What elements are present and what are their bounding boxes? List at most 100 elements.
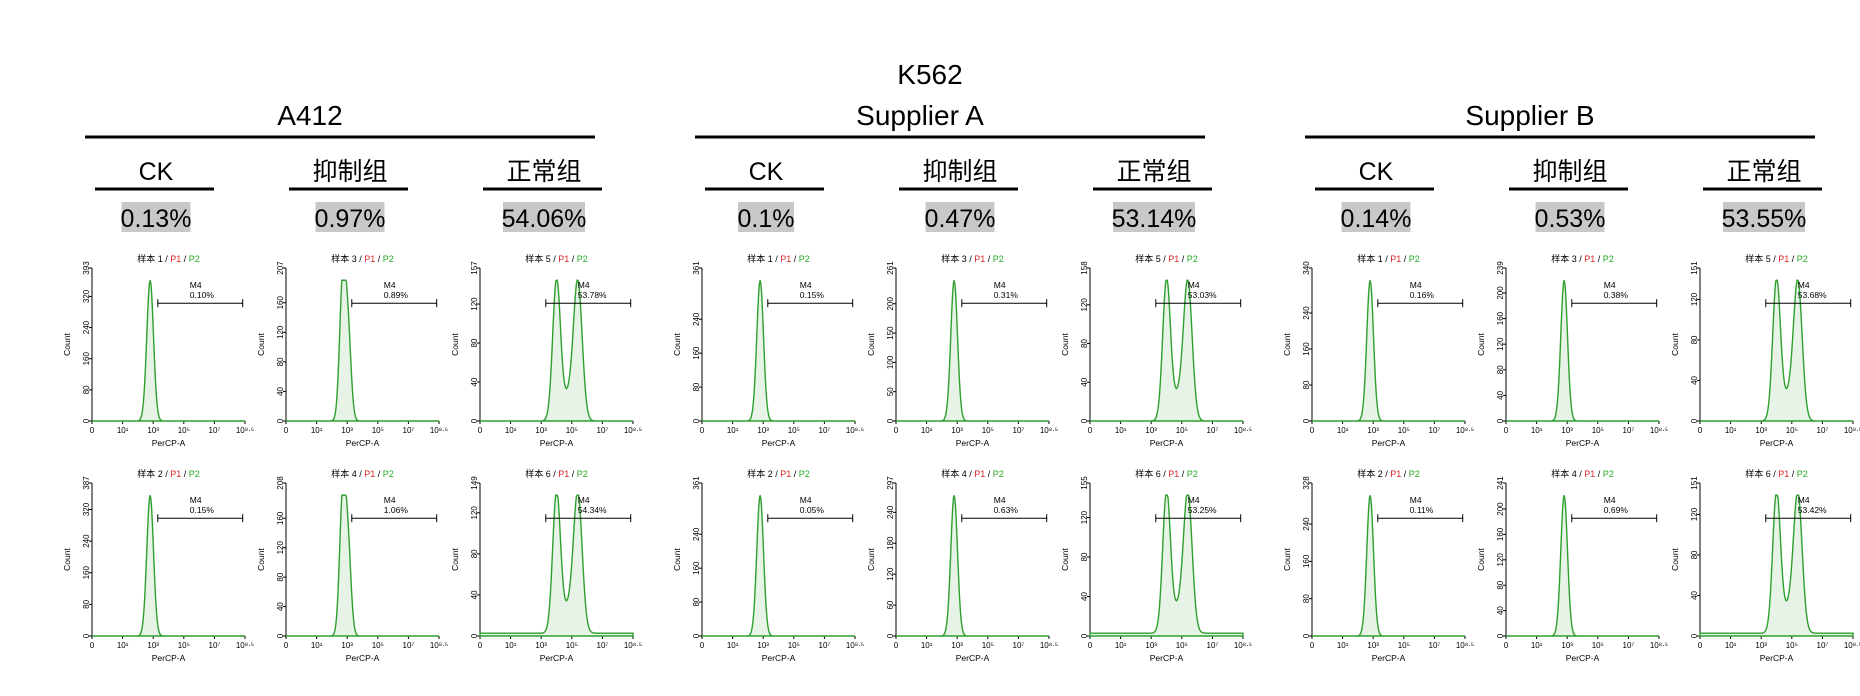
gate-p2: P2 bbox=[799, 469, 810, 479]
y-axis-label: Count bbox=[62, 548, 72, 571]
y-tick-label: 0 bbox=[276, 633, 285, 638]
y-tick-label: 80 bbox=[1496, 365, 1505, 374]
y-tick-label: 393 bbox=[82, 261, 91, 275]
x-tick-label: 10⁸·⁵ bbox=[1844, 641, 1860, 650]
y-tick-label: 200 bbox=[1496, 286, 1505, 300]
y-tick-label: 160 bbox=[1496, 527, 1505, 541]
x-tick-label: 10⁷ bbox=[1429, 641, 1441, 650]
x-axis-label: PerCP-A bbox=[956, 653, 990, 663]
y-tick-label: 40 bbox=[470, 377, 479, 386]
condition-title: 正常组 bbox=[506, 158, 581, 186]
y-axis-label: Count bbox=[256, 333, 266, 356]
gate-p1: P1 bbox=[1584, 254, 1595, 264]
gate-p1: P1 bbox=[1584, 469, 1595, 479]
histogram-curve bbox=[702, 280, 855, 422]
y-tick-label: 160 bbox=[692, 561, 701, 575]
x-tick-label: 10⁷ bbox=[209, 426, 221, 435]
sample-name: 样本 4 / bbox=[1551, 468, 1584, 479]
y-tick-label: 120 bbox=[470, 297, 479, 311]
histogram-panel: 样本 1 / P1 / P2 0 80 160 240 320 393 Count 0 10¹ 10… bbox=[62, 253, 254, 448]
gate-p2: P2 bbox=[577, 469, 588, 479]
panel-title: 样本 5 / P1 / P2 bbox=[525, 253, 588, 264]
marker-percent: 53.42% bbox=[1798, 505, 1827, 515]
x-tick-label: 10⁵ bbox=[982, 641, 994, 650]
y-tick-label: 40 bbox=[470, 590, 479, 599]
x-tick-label: 10¹ bbox=[921, 641, 933, 650]
histogram-panel: 样本 2 / P1 / P2 0 80 160 240 328 Count 0 10¹ 10³ 10… bbox=[1282, 468, 1474, 663]
x-tick-label: 10⁵ bbox=[566, 641, 578, 650]
sample-name: 样本 2 / bbox=[1357, 468, 1390, 479]
condition-title: 抑制组 bbox=[312, 158, 387, 186]
separator: / bbox=[181, 254, 189, 264]
separator: / bbox=[791, 254, 799, 264]
separator: / bbox=[1595, 254, 1603, 264]
gate-p1: P1 bbox=[1168, 469, 1179, 479]
marker-name: M4 bbox=[384, 495, 396, 505]
panel-title: 样本 5 / P1 / P2 bbox=[1745, 253, 1808, 264]
condition-2: 正常组 53.55% 样本 5 / P1 / P2 0 40 80 120 151 Count 0… bbox=[1670, 158, 1860, 663]
condition-1: 抑制组 0.97% 样本 3 / P1 / P2 0 40 80 120 160 207 Coun… bbox=[256, 158, 448, 663]
condition-1: 抑制组 0.53% 样本 3 / P1 / P2 0 40 80 120 160 200 239 C… bbox=[1476, 158, 1668, 663]
x-tick-label: 10³ bbox=[757, 426, 769, 435]
percent-highlight bbox=[1341, 202, 1411, 232]
percent-highlight bbox=[925, 202, 995, 232]
x-tick-label: 10⁸·⁵ bbox=[624, 426, 642, 435]
histogram-panel: 样本 6 / P1 / P2 0 40 80 120 151 Count 0 10¹ 10³ 10⁵… bbox=[1670, 468, 1860, 663]
x-axis-label: PerCP-A bbox=[540, 438, 574, 448]
x-tick-label: 10⁵ bbox=[788, 641, 800, 650]
y-tick-label: 120 bbox=[470, 506, 479, 520]
gate-p1: P1 bbox=[558, 469, 569, 479]
histogram-panel: 样本 3 / P1 / P2 0 40 80 120 160 207 Count 0 10¹ 10³… bbox=[256, 253, 448, 448]
y-tick-label: 158 bbox=[1080, 261, 1089, 275]
x-tick-label: 0 bbox=[478, 426, 483, 435]
sample-name: 样本 3 / bbox=[331, 253, 364, 264]
x-tick-label: 10¹ bbox=[1725, 426, 1737, 435]
x-tick-label: 0 bbox=[1698, 426, 1703, 435]
x-tick-label: 0 bbox=[90, 641, 95, 650]
separator: / bbox=[1179, 469, 1187, 479]
panel-title: 样本 2 / P1 / P2 bbox=[137, 468, 200, 479]
panel-title: 样本 6 / P1 / P2 bbox=[525, 468, 588, 479]
histogram-curve bbox=[92, 280, 245, 422]
x-tick-label: 0 bbox=[894, 641, 899, 650]
x-tick-label: 10⁸·⁵ bbox=[846, 641, 864, 650]
condition-0: CK 0.14% 样本 1 / P1 / P2 0 80 160 240 340 Count 0 1… bbox=[1282, 158, 1474, 663]
panel-title: 样本 6 / P1 / P2 bbox=[1135, 468, 1198, 479]
histogram-curve bbox=[92, 495, 245, 637]
x-tick-label: 0 bbox=[700, 426, 705, 435]
y-tick-label: 240 bbox=[82, 320, 91, 334]
condition-title: CK bbox=[139, 158, 174, 186]
y-axis-label: Count bbox=[1670, 548, 1680, 571]
gate-p1: P1 bbox=[1168, 254, 1179, 264]
y-tick-label: 120 bbox=[1080, 510, 1089, 524]
panel-title: 样本 2 / P1 / P2 bbox=[747, 468, 810, 479]
x-tick-label: 10³ bbox=[1145, 641, 1157, 650]
x-tick-label: 10⁷ bbox=[819, 426, 831, 435]
histogram-curve bbox=[896, 280, 1049, 422]
condition-0: CK 0.1% 样本 1 / P1 / P2 0 80 160 240 361 Count 0 10… bbox=[672, 158, 864, 663]
histogram-panel: 样本 2 / P1 / P2 0 80 160 240 320 387 Count 0 10¹ 10… bbox=[62, 468, 254, 663]
x-tick-label: 0 bbox=[478, 641, 483, 650]
panel-title: 样本 1 / P1 / P2 bbox=[137, 253, 200, 264]
x-tick-label: 0 bbox=[284, 426, 289, 435]
marker-percent: 0.15% bbox=[190, 505, 215, 515]
gate-p2: P2 bbox=[577, 254, 588, 264]
percent-value: 0.13% bbox=[121, 205, 192, 233]
sample-name: 样本 4 / bbox=[941, 468, 974, 479]
y-tick-label: 149 bbox=[470, 476, 479, 490]
y-tick-label: 0 bbox=[886, 633, 895, 638]
x-tick-label: 10³ bbox=[535, 641, 547, 650]
condition-2: 正常组 54.06% 样本 5 / P1 / P2 0 40 80 120 157 Count 0… bbox=[450, 158, 642, 663]
panel-title: 样本 1 / P1 / P2 bbox=[747, 253, 810, 264]
marker-name: M4 bbox=[800, 495, 812, 505]
panel-title: 样本 3 / P1 / P2 bbox=[941, 253, 1004, 264]
x-tick-label: 10³ bbox=[1755, 641, 1767, 650]
sample-name: 样本 5 / bbox=[1135, 253, 1168, 264]
x-axis-label: PerCP-A bbox=[346, 438, 380, 448]
y-tick-label: 80 bbox=[1496, 580, 1505, 589]
separator: / bbox=[375, 254, 383, 264]
x-axis-label: PerCP-A bbox=[762, 653, 796, 663]
y-axis-label: Count bbox=[672, 548, 682, 571]
condition-0: CK 0.13% 样本 1 / P1 / P2 0 80 160 240 320 393 Coun… bbox=[62, 158, 254, 663]
sample-name: 样本 6 / bbox=[1135, 468, 1168, 479]
